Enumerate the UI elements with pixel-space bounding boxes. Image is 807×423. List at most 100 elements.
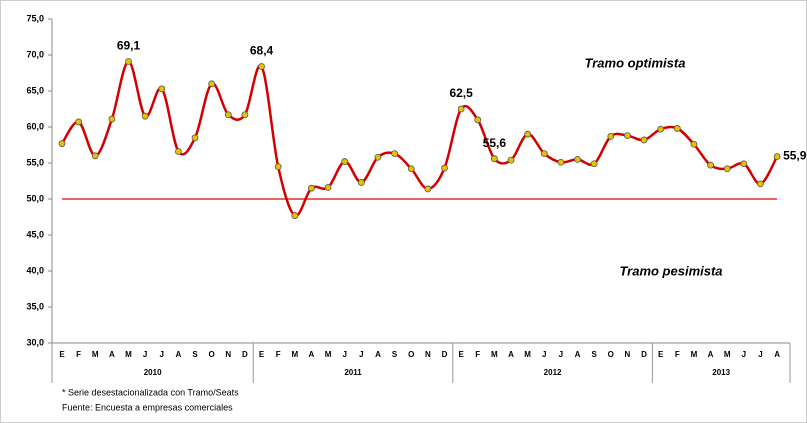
data-point xyxy=(490,155,498,163)
y-tick-label: 50,0 xyxy=(26,193,44,203)
x-tick-label: F xyxy=(475,350,480,359)
x-tick-label: J xyxy=(160,350,164,359)
data-point xyxy=(740,160,748,168)
x-tick-label: A xyxy=(375,350,381,359)
data-point xyxy=(474,116,482,124)
x-tick-label: E xyxy=(458,350,464,359)
x-tick-label: S xyxy=(392,350,398,359)
data-point xyxy=(58,140,66,147)
x-tick-label: O xyxy=(209,350,215,359)
data-point xyxy=(441,164,448,172)
data-point xyxy=(407,165,415,173)
x-tick-label: M xyxy=(92,350,99,359)
value-label: 68,4 xyxy=(250,44,274,58)
x-tick-label: N xyxy=(625,350,631,359)
value-label: 55,9 xyxy=(783,149,807,163)
x-tick-label: M xyxy=(524,350,531,359)
x-tick-label: D xyxy=(242,350,248,359)
data-point xyxy=(607,132,615,140)
data-point xyxy=(640,136,648,144)
y-tick-label: 45,0 xyxy=(26,229,44,239)
x-tick-label: N xyxy=(225,350,231,359)
value-label: 69,1 xyxy=(117,39,141,53)
data-point xyxy=(125,58,132,65)
year-label: 2010 xyxy=(144,368,162,377)
x-tick-label: F xyxy=(276,350,281,359)
x-tick-label: J xyxy=(359,350,363,359)
y-tick-label: 60,0 xyxy=(26,121,44,131)
data-point xyxy=(673,125,681,132)
data-point xyxy=(208,80,216,88)
data-point xyxy=(108,115,116,123)
x-tick-label: S xyxy=(192,350,198,359)
x-tick-label: J xyxy=(342,350,346,359)
data-point xyxy=(723,165,731,173)
x-tick-label: J xyxy=(143,350,147,359)
year-label: 2011 xyxy=(344,368,362,377)
x-tick-label: A xyxy=(708,350,714,359)
year-label: 2013 xyxy=(712,368,730,377)
data-point xyxy=(374,153,382,161)
data-point xyxy=(557,158,565,166)
x-tick-label: M xyxy=(125,350,132,359)
data-point xyxy=(241,111,249,119)
footnote: * Serie desestacionalizada con Tramo/Sea… xyxy=(62,387,239,397)
data-point xyxy=(91,152,99,160)
data-point xyxy=(574,155,581,163)
x-tick-label: A xyxy=(575,350,581,359)
x-tick-label: J xyxy=(542,350,546,359)
x-tick-label: M xyxy=(724,350,731,359)
x-tick-label: N xyxy=(425,350,431,359)
value-label: 62,5 xyxy=(449,86,473,100)
data-point xyxy=(624,132,631,140)
data-point xyxy=(274,163,282,171)
data-point xyxy=(258,63,265,70)
x-tick-label: A xyxy=(774,350,780,359)
x-tick-label: A xyxy=(176,350,182,359)
data-point xyxy=(158,85,166,93)
x-tick-label: O xyxy=(608,350,614,359)
source-note: Fuente: Encuesta a empresas comerciales xyxy=(62,402,233,412)
data-point xyxy=(175,148,182,155)
y-tick-label: 40,0 xyxy=(26,265,44,275)
x-tick-label: M xyxy=(325,350,332,359)
y-tick-label: 55,0 xyxy=(26,157,44,167)
data-point xyxy=(224,111,232,119)
data-point xyxy=(141,112,149,120)
y-tick-label: 75,0 xyxy=(26,13,44,23)
x-tick-label: M xyxy=(691,350,698,359)
data-point xyxy=(773,153,781,160)
data-point xyxy=(424,185,432,193)
x-tick-label: M xyxy=(291,350,298,359)
y-tick-label: 35,0 xyxy=(26,301,44,311)
data-point xyxy=(191,134,199,142)
x-tick-label: J xyxy=(559,350,563,359)
y-tick-label: 65,0 xyxy=(26,85,44,95)
x-tick-label: E xyxy=(259,350,265,359)
x-tick-label: F xyxy=(675,350,680,359)
data-point xyxy=(690,140,698,148)
y-tick-label: 70,0 xyxy=(26,49,44,59)
data-point xyxy=(291,212,299,219)
annotation: Tramo pesimista xyxy=(619,263,722,278)
x-tick-label: A xyxy=(109,350,115,359)
x-tick-label: F xyxy=(76,350,81,359)
data-point xyxy=(391,150,399,158)
data-point xyxy=(308,184,315,192)
x-tick-label: A xyxy=(508,350,514,359)
data-point xyxy=(357,179,365,186)
x-tick-label: J xyxy=(758,350,762,359)
x-tick-label: S xyxy=(591,350,597,359)
value-label: 55,6 xyxy=(483,136,507,150)
data-point xyxy=(75,118,83,126)
data-point xyxy=(457,105,465,113)
x-tick-label: D xyxy=(641,350,647,359)
x-tick-label: E xyxy=(658,350,664,359)
y-tick-label: 30,0 xyxy=(26,337,44,347)
data-point xyxy=(324,184,332,191)
x-tick-label: D xyxy=(442,350,448,359)
x-tick-label: J xyxy=(742,350,746,359)
data-point xyxy=(657,125,665,133)
data-point xyxy=(590,160,598,168)
